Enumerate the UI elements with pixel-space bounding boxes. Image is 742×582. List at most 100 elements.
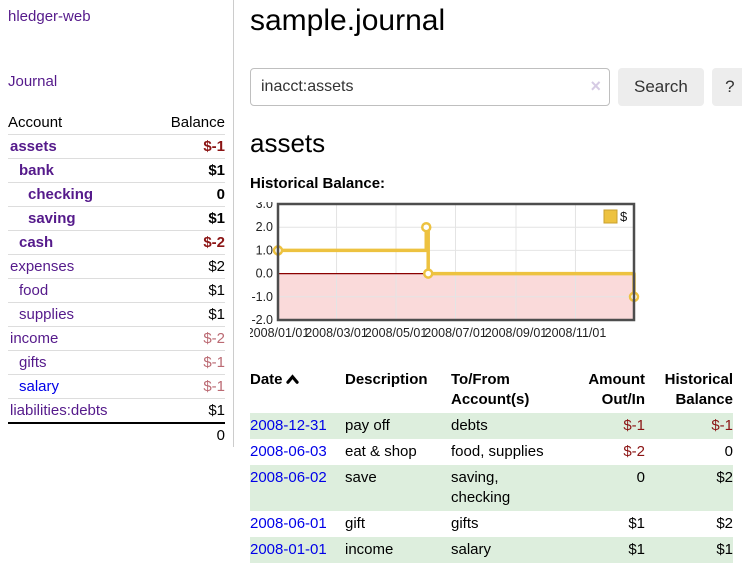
help-button[interactable]: ?	[711, 68, 742, 106]
accounts-total-spacer	[8, 422, 149, 447]
account-link[interactable]: cash	[19, 234, 54, 251]
register-header-row: Date Description To/From Account(s) Amou…	[250, 367, 733, 413]
transaction-amount: $-1	[623, 417, 645, 434]
transaction-description: pay off	[345, 417, 390, 434]
app-layout: hledger-web Journal Account Balance asse…	[0, 0, 742, 563]
column-historical-balance: Historical Balance	[664, 371, 733, 408]
register-table: Date Description To/From Account(s) Amou…	[250, 367, 733, 563]
transaction-balance: $1	[716, 541, 733, 558]
account-row: saving $1	[8, 206, 225, 231]
svg-text:2008/11/01: 2008/11/01	[545, 326, 607, 340]
account-balance: $-1	[148, 350, 225, 375]
sort-ascending-icon	[285, 371, 299, 391]
transaction-accounts: debts	[451, 417, 488, 434]
transaction-date-link[interactable]: 2008-12-31	[250, 417, 327, 434]
account-link[interactable]: checking	[28, 186, 94, 203]
transaction-accounts: saving, checking	[451, 469, 511, 506]
account-link[interactable]: income	[10, 330, 59, 347]
account-link[interactable]: bank	[19, 162, 55, 179]
transaction-amount: $1	[628, 515, 645, 532]
account-balance: $2	[148, 254, 225, 279]
accounts-header-row: Account Balance	[8, 111, 225, 135]
transaction-row: 2008-01-01 income salary $1 $1	[250, 537, 733, 563]
account-row: gifts $-1	[8, 350, 225, 375]
transaction-date-link[interactable]: 2008-01-01	[250, 541, 327, 558]
accounts-total-value: 0	[148, 422, 225, 447]
account-row: income $-2	[8, 326, 225, 351]
accounts-table-body: assets $-1 bank $1 checking 0 saving $1 cash $-2 e…	[8, 134, 225, 424]
sidebar-item-journal: Journal	[8, 73, 225, 91]
account-link[interactable]: expenses	[10, 258, 75, 275]
accounts-total-row: 0	[8, 422, 225, 447]
accounts-header-balance: Balance	[148, 111, 225, 135]
main-content: sample.journal × Search ? assets Histori…	[234, 0, 742, 563]
transaction-description: income	[345, 541, 394, 558]
journal-link[interactable]: Journal	[8, 73, 58, 90]
transaction-row: 2008-12-31 pay off debts $-1 $-1	[250, 413, 733, 439]
account-row: expenses $2	[8, 254, 225, 279]
brand: hledger-web	[8, 8, 225, 26]
account-row: assets $-1	[8, 134, 225, 159]
sidebar: hledger-web Journal Account Balance asse…	[0, 0, 234, 447]
chart-title: Historical Balance:	[250, 175, 386, 192]
column-amount-out-in: Amount Out/In	[588, 371, 645, 408]
transaction-row: 2008-06-02 save saving, checking 0 $2	[250, 465, 733, 511]
account-row: liabilities:debts $1	[8, 398, 225, 424]
accounts-header-account: Account	[8, 111, 149, 135]
account-row: salary $-1	[8, 374, 225, 399]
transaction-accounts: food, supplies	[451, 443, 544, 460]
account-balance: $-2	[148, 230, 225, 255]
account-balance: $1	[148, 398, 225, 424]
transaction-amount: $-2	[623, 443, 645, 460]
account-link[interactable]: assets	[10, 138, 57, 155]
transaction-row: 2008-06-01 gift gifts $1 $2	[250, 511, 733, 537]
transaction-balance: $2	[716, 469, 733, 486]
transaction-description: save	[345, 469, 377, 486]
transaction-balance: $2	[716, 515, 733, 532]
search-input-wrap: ×	[250, 68, 610, 106]
page-title: sample.journal	[250, 4, 446, 37]
transaction-date-link[interactable]: 2008-06-01	[250, 515, 327, 532]
chart-svg: $3.0 2.0 1.0 0.0 -1.0 -2.02008/01/012008/03/0…	[247, 197, 640, 340]
account-link[interactable]: gifts	[19, 354, 47, 371]
search-bar: × Search ?	[250, 68, 742, 106]
transaction-accounts: salary	[451, 541, 492, 558]
account-row: checking 0	[8, 182, 225, 207]
search-input[interactable]	[250, 68, 610, 106]
svg-text:2008/09/01: 2008/09/01	[485, 326, 548, 340]
account-row: cash $-2	[8, 230, 225, 255]
account-heading: assets	[250, 128, 326, 158]
account-balance: $-1	[148, 134, 225, 159]
account-link[interactable]: salary	[19, 378, 60, 395]
svg-text:2008/01/01: 2008/01/01	[250, 326, 309, 340]
transaction-description: gift	[345, 515, 366, 532]
transaction-balance: 0	[724, 443, 733, 460]
account-link[interactable]: liabilities:debts	[10, 402, 108, 419]
account-balance: $1	[148, 158, 225, 183]
svg-text:0.0: 0.0	[256, 267, 273, 281]
column-description: Description	[345, 371, 428, 388]
transaction-balance: $-1	[711, 417, 733, 434]
accounts-table: Account Balance assets $-1 bank $1 checking 0…	[8, 111, 225, 447]
svg-text:-1.0: -1.0	[251, 290, 273, 304]
svg-text:$: $	[620, 209, 628, 224]
clear-search-icon[interactable]: ×	[590, 76, 601, 96]
account-row: food $1	[8, 278, 225, 303]
account-link[interactable]: food	[19, 282, 49, 299]
column-date[interactable]: Date	[250, 367, 345, 413]
svg-text:2008/07/01: 2008/07/01	[424, 326, 487, 340]
transaction-date-link[interactable]: 2008-06-03	[250, 443, 327, 460]
account-link[interactable]: supplies	[19, 306, 75, 323]
account-row: bank $1	[8, 158, 225, 183]
transaction-amount: $1	[628, 541, 645, 558]
brand-link[interactable]: hledger-web	[8, 8, 91, 25]
account-balance: $-2	[148, 326, 225, 351]
account-link[interactable]: saving	[28, 210, 76, 227]
svg-text:3.0: 3.0	[256, 202, 273, 211]
column-date-label: Date	[250, 371, 283, 388]
transaction-date-link[interactable]: 2008-06-02	[250, 469, 327, 486]
transaction-amount: 0	[636, 469, 645, 486]
search-button[interactable]: Search	[618, 68, 704, 106]
account-balance: $1	[148, 206, 225, 231]
account-row: supplies $1	[8, 302, 225, 327]
